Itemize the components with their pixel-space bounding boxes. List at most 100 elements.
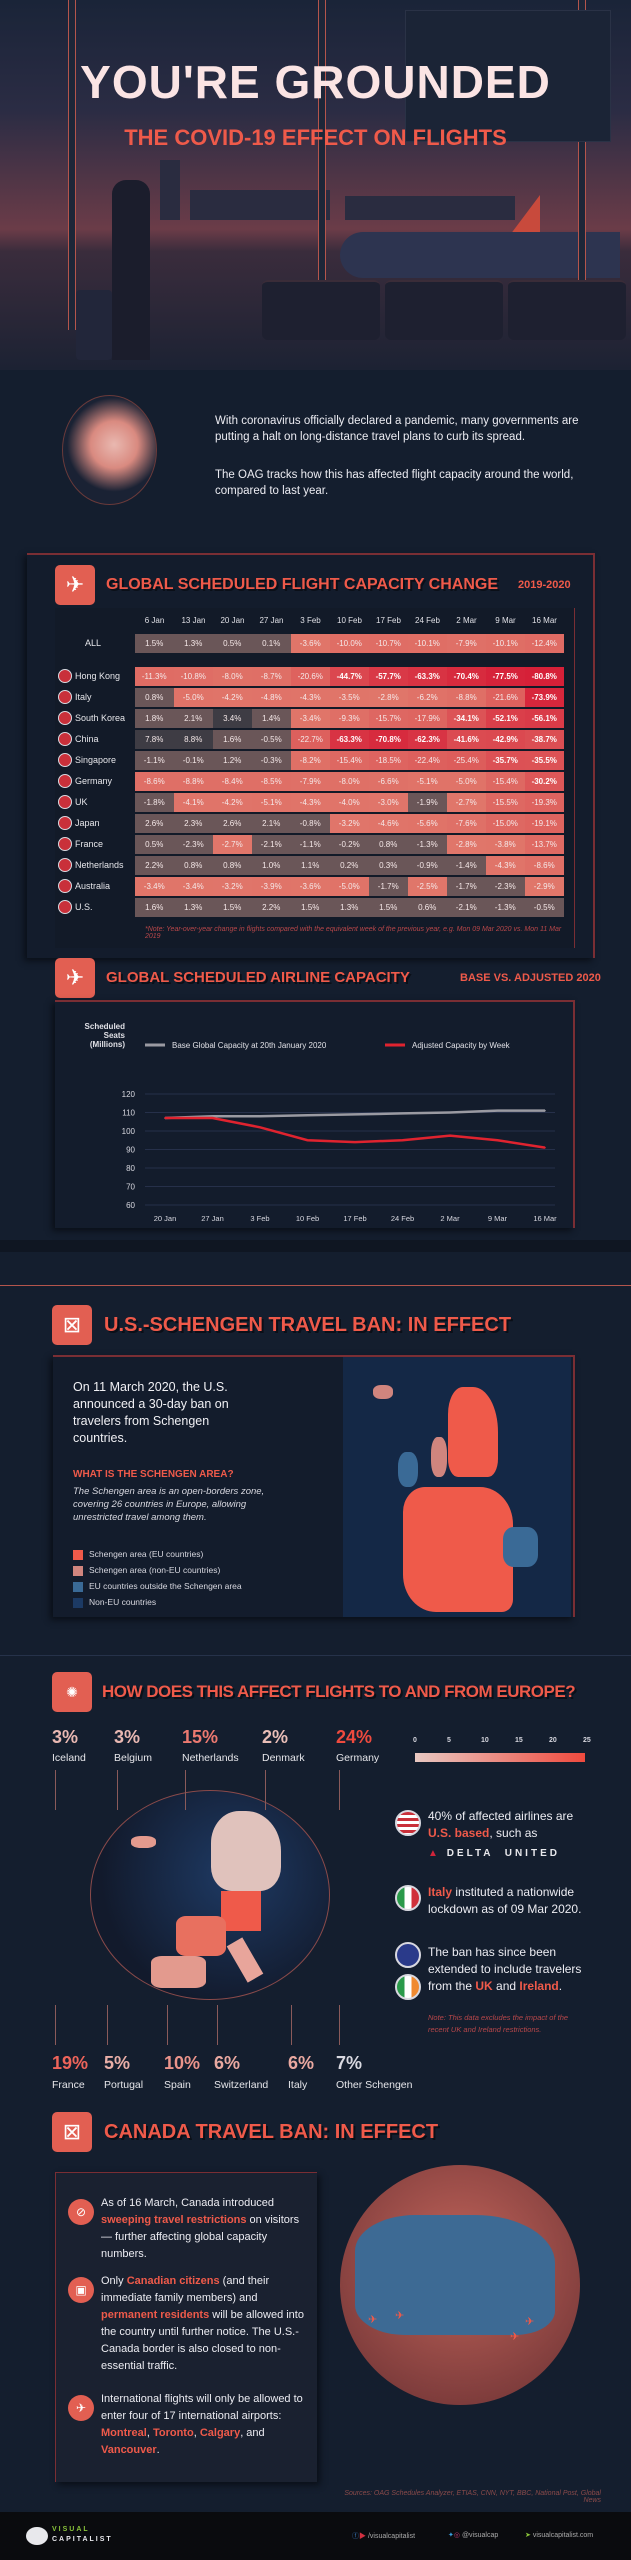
y-tick-label: 110	[122, 1109, 135, 1118]
table-cell: 1.0%	[252, 856, 291, 875]
chart-panel: Scheduled Seats (Millions) 120 110 100 90 80…	[55, 1000, 575, 1228]
data-point	[259, 1126, 261, 1129]
table-cell: -4.3%	[486, 856, 525, 875]
column-header: 3 Feb	[300, 616, 321, 625]
italy-flag-icon	[58, 690, 72, 704]
table-cell: 0.8%	[213, 856, 252, 875]
table-cell: 3.4%	[213, 709, 252, 728]
table-cell: -30.2%	[525, 772, 564, 791]
europe-title: HOW DOES THIS AFFECT FLIGHTS TO AND FROM…	[102, 1682, 576, 1701]
item-text: Only	[101, 2275, 127, 2287]
table-cell: 7.8%	[135, 730, 174, 749]
map-norway	[431, 1437, 447, 1477]
leader-line	[339, 2005, 340, 2045]
data-point	[306, 1114, 309, 1117]
column-header: 2 Mar	[456, 616, 477, 625]
table-cell: 1.3%	[174, 898, 213, 917]
facebook-youtube-handle[interactable]: ⓕ▶ /visualcapitalist	[352, 2533, 416, 2540]
country-percentage: 6%	[288, 2053, 315, 2073]
legend-item: EU countries outside the Schengen area	[73, 1581, 242, 1592]
table-cell: 8.8%	[174, 730, 213, 749]
table-cell: -4.0%	[330, 793, 369, 812]
schengen-title: U.S.-SCHENGEN TRAVEL BAN: IN EFFECT	[104, 1314, 512, 1336]
x-tick-label: 20 Jan	[154, 1214, 177, 1223]
table-cell: -70.8%	[369, 730, 408, 749]
website-text: visualcapitalist.com	[532, 2532, 594, 2539]
row-label: Germany	[75, 776, 113, 786]
control-tower	[160, 160, 180, 220]
table-cell: -15.4%	[330, 751, 369, 770]
table-cell: 2.3%	[174, 814, 213, 833]
table-cell: -5.1%	[252, 793, 291, 812]
website-link[interactable]: ➤ visualcapitalist.com	[525, 2532, 594, 2539]
table-cell: -8.8%	[447, 688, 486, 707]
visual-capitalist-logo-icon	[26, 2527, 48, 2545]
country-percentage: 6%	[214, 2053, 241, 2073]
table-cell: -1.1%	[135, 751, 174, 770]
divider	[0, 1240, 631, 1252]
item-highlight: permanent residents	[101, 2309, 210, 2321]
row-label: Singapore	[75, 755, 117, 765]
capacity-line-chart: 120 110 100 90 80 70 60 20 Jan 27 Jan 3 Feb 10 Feb…	[122, 1041, 558, 1223]
hero-banner: YOU'RE GROUNDED THE COVID-19 EFFECT ON F…	[0, 0, 631, 370]
country-percentage: 5%	[104, 2053, 131, 2073]
table-cell: -10.8%	[174, 667, 213, 686]
leader-line	[167, 2005, 168, 2045]
note-highlight: Ireland	[519, 1979, 559, 1993]
table-cell: -8.8%	[174, 772, 213, 791]
city-skyline-right	[345, 196, 515, 220]
window-pillar	[578, 0, 586, 330]
data-point	[544, 1109, 546, 1112]
table-cell: 2.1%	[174, 709, 213, 728]
data-point	[544, 1146, 546, 1149]
page-subtitle: THE COVID-19 EFFECT ON FLIGHTS	[124, 125, 507, 150]
table-cell: -8.0%	[330, 772, 369, 791]
legend-swatch	[73, 1581, 83, 1592]
table-cell: -70.4%	[447, 667, 486, 686]
table-cell: -3.2%	[213, 877, 252, 896]
intro-section: With coronavirus officially declared a p…	[62, 395, 592, 515]
table-cell: -15.5%	[486, 793, 525, 812]
table-cell: 2.2%	[252, 898, 291, 917]
country-name: Portugal	[104, 2079, 144, 2091]
table-cell: 1.3%	[174, 634, 213, 653]
uk-flag-icon	[395, 1942, 421, 1968]
leader-line	[291, 2005, 292, 2045]
intro-paragraph-1: With coronavirus officially declared a p…	[215, 415, 579, 443]
twitter-instagram-handle[interactable]: ✦◎ @visualcap	[448, 2532, 499, 2539]
eu-stars-icon: ✺	[52, 1672, 92, 1712]
table-cell: -38.7%	[525, 730, 564, 749]
table-cell: 0.5%	[213, 634, 252, 653]
table-cell: -8.4%	[213, 772, 252, 791]
scale-tick-label: 0	[413, 1737, 417, 1744]
country-percentage: 19%	[52, 2053, 89, 2073]
table-cell: -19.3%	[525, 793, 564, 812]
hong-kong-flag-icon	[58, 669, 72, 683]
country-percentage: 24%	[336, 1727, 373, 1747]
table-cell: -2.9%	[525, 877, 564, 896]
table-cell: 0.2%	[330, 856, 369, 875]
departure-board	[405, 10, 611, 142]
data-point	[496, 1139, 499, 1142]
leader-line	[55, 1770, 56, 1810]
legend-label: Schengen area (EU countries)	[89, 1549, 204, 1559]
table-cell: -19.1%	[525, 814, 564, 833]
airplane-landing-icon: ✈	[55, 565, 95, 605]
legend-swatch	[73, 1565, 83, 1576]
footer: VISUAL CAPITALIST ⓕ▶ /visualcapitalist ✦…	[0, 2512, 631, 2560]
table-cell: -9.3%	[330, 709, 369, 728]
table-cell: -2.7%	[447, 793, 486, 812]
table-cell: -3.4%	[135, 877, 174, 896]
legend-label: Schengen area (non-EU countries)	[89, 1565, 221, 1575]
scale-tick-label: 25	[583, 1737, 591, 1744]
table-cell: -8.7%	[252, 667, 291, 686]
country-name: Spain	[164, 2079, 191, 2091]
table-cell: -1.9%	[408, 793, 447, 812]
y-tick-label: 60	[126, 1201, 135, 1210]
table-cell: -80.8%	[525, 667, 564, 686]
note-highlight: U.S. based	[428, 1826, 490, 1840]
legend-label: Non-EU countries	[89, 1597, 157, 1607]
table-cell: -4.3%	[291, 793, 330, 812]
table-cell: -3.9%	[252, 877, 291, 896]
airport-calgary-marker: ✈	[395, 2310, 405, 2322]
